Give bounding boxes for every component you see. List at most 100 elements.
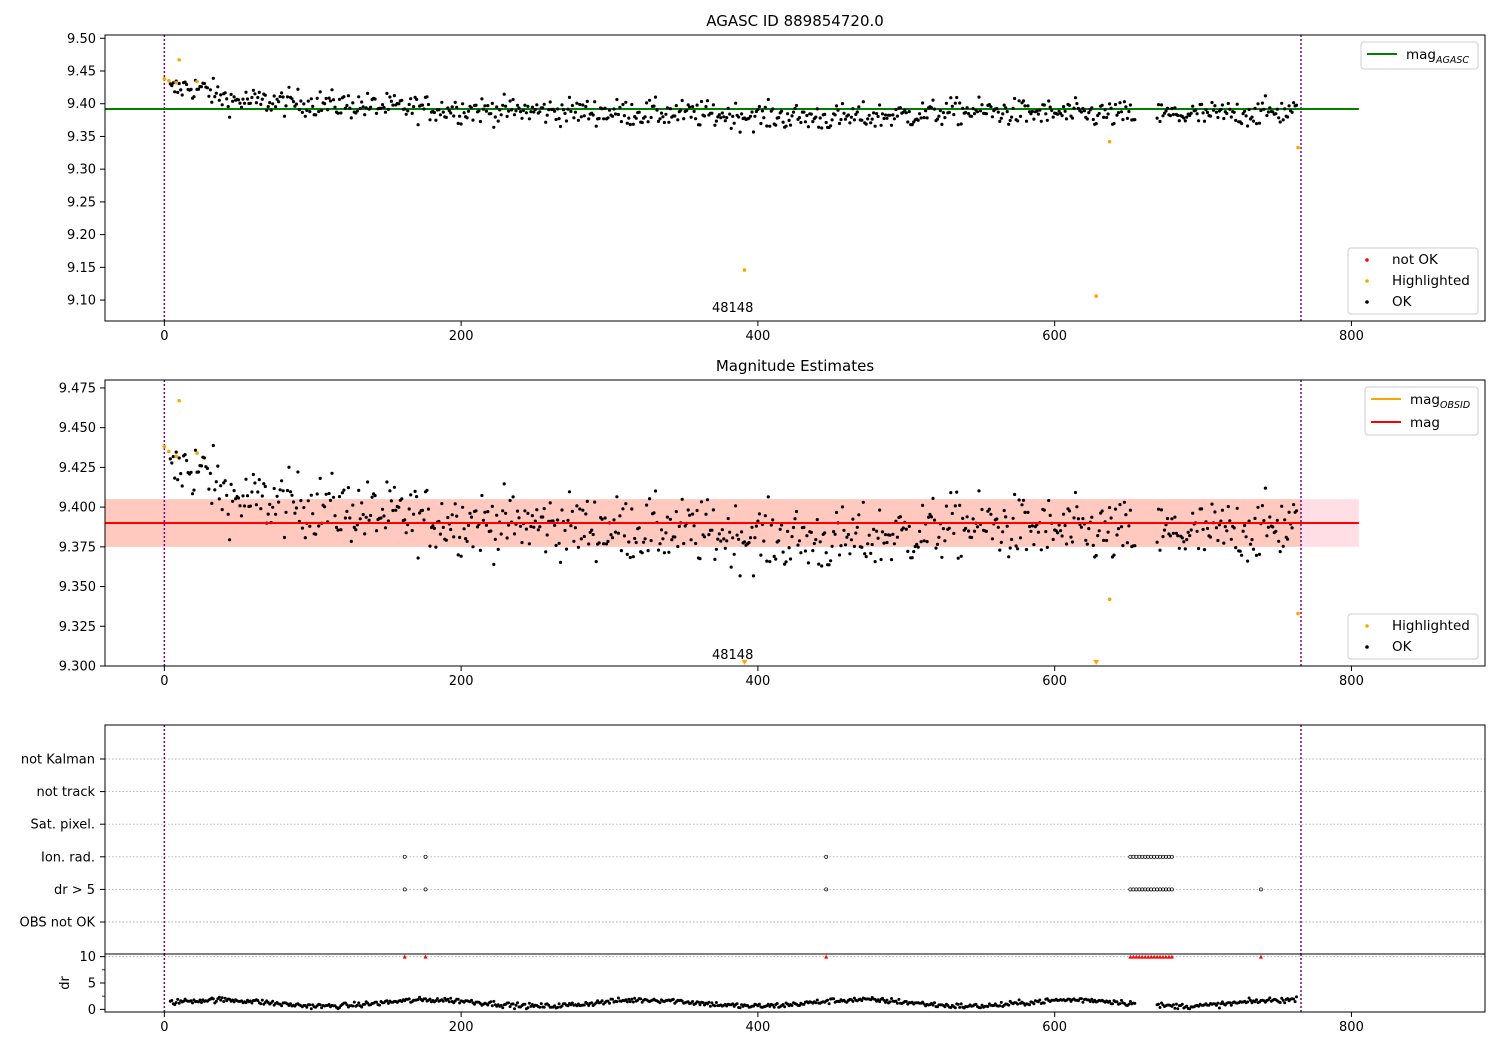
dr-point: [630, 997, 634, 1001]
ok-point: [894, 107, 898, 112]
y-tick-label-6: 9.40: [67, 97, 96, 112]
dr-point: [1038, 998, 1042, 1002]
dr-point: [200, 1001, 203, 1004]
dr-point: [327, 1003, 331, 1006]
ok-point: [345, 509, 349, 513]
legend-ok-label: OK: [1392, 294, 1413, 310]
ok-point: [504, 511, 508, 515]
dr-point: [1028, 1003, 1031, 1007]
dr-clipped-marker: [1128, 954, 1133, 959]
ok-point: [532, 525, 536, 529]
ok-point: [843, 543, 848, 547]
ok-point: [1164, 109, 1168, 113]
ok-point: [489, 112, 493, 116]
ok-point: [1220, 508, 1224, 512]
ok-point: [814, 115, 818, 119]
ok-point: [464, 537, 468, 541]
ok-point: [680, 497, 684, 501]
dr-point: [631, 1000, 635, 1004]
ok-point: [582, 114, 586, 118]
dr-clipped-marker: [1163, 954, 1168, 959]
ok-point: [185, 458, 189, 463]
ok-point: [1171, 112, 1175, 117]
ok-point: [220, 103, 224, 107]
ok-point: [259, 102, 263, 106]
dr-point: [798, 1004, 801, 1007]
ok-point: [1116, 527, 1121, 531]
dr-point: [1157, 1002, 1160, 1006]
ok-point: [845, 535, 849, 539]
ok-point: [710, 528, 714, 532]
ok-point: [535, 103, 539, 107]
ok-point: [787, 118, 791, 122]
ok-point: [646, 120, 650, 124]
ok-point: [263, 93, 267, 97]
ok-point: [1253, 516, 1257, 521]
dr-point: [244, 1001, 248, 1005]
ok-point: [1021, 99, 1026, 103]
dr-point: [980, 1003, 984, 1007]
ok-point: [290, 493, 294, 497]
ok-point: [282, 535, 287, 540]
ok-point: [1191, 104, 1195, 108]
ok-point: [771, 107, 775, 111]
ok-point: [674, 510, 678, 514]
ok-point: [339, 111, 343, 115]
ok-point: [1020, 503, 1024, 507]
dr-point: [611, 997, 614, 1001]
ok-point: [1073, 490, 1078, 495]
ok-point: [1220, 103, 1224, 107]
ok-point: [274, 105, 278, 109]
ok-point: [214, 91, 218, 95]
ok-point: [882, 541, 886, 545]
dr-point: [1220, 1000, 1224, 1004]
ok-point: [929, 106, 934, 110]
ok-point: [950, 511, 954, 516]
ok-point: [412, 105, 416, 109]
ok-point: [285, 95, 290, 99]
ok-point: [1032, 543, 1036, 547]
ok-point: [364, 515, 368, 519]
ok-point: [839, 118, 843, 122]
ok-point: [705, 498, 710, 502]
ok-point: [726, 106, 730, 110]
ok-point: [1226, 101, 1230, 106]
ok-point: [1287, 510, 1291, 514]
ok-point: [465, 116, 469, 120]
ok-point: [705, 99, 710, 103]
dr-point: [259, 1002, 263, 1006]
ok-point: [658, 117, 662, 121]
ok-point: [1278, 120, 1282, 124]
ok-point: [1127, 109, 1131, 114]
dr-point: [815, 998, 819, 1002]
dr-point: [888, 1000, 892, 1004]
ok-point: [851, 517, 855, 521]
ok-point: [731, 536, 735, 540]
ok-point: [308, 110, 312, 114]
ok-point: [613, 112, 618, 116]
ok-point: [1090, 515, 1094, 519]
ok-point: [840, 102, 845, 106]
dr-point: [428, 997, 432, 1001]
ok-point: [501, 509, 505, 513]
ok-point: [272, 94, 276, 98]
ok-point: [1014, 544, 1018, 548]
ok-point: [659, 111, 664, 115]
ok-point: [370, 495, 374, 499]
ok-point: [953, 504, 957, 508]
ok-point: [514, 109, 518, 113]
ok-point: [998, 548, 1002, 552]
legend-ok-marker: [1365, 300, 1369, 304]
ok-point: [578, 102, 582, 107]
dr-point: [933, 1001, 936, 1005]
ok-point: [228, 115, 232, 119]
ok-point: [1211, 108, 1216, 112]
ok-point: [834, 104, 839, 108]
ok-point: [458, 535, 462, 540]
ok-point: [1244, 114, 1248, 118]
ok-point: [722, 115, 726, 119]
ok-point: [793, 517, 797, 521]
ok-point: [1183, 547, 1187, 551]
ok-point: [834, 510, 839, 515]
